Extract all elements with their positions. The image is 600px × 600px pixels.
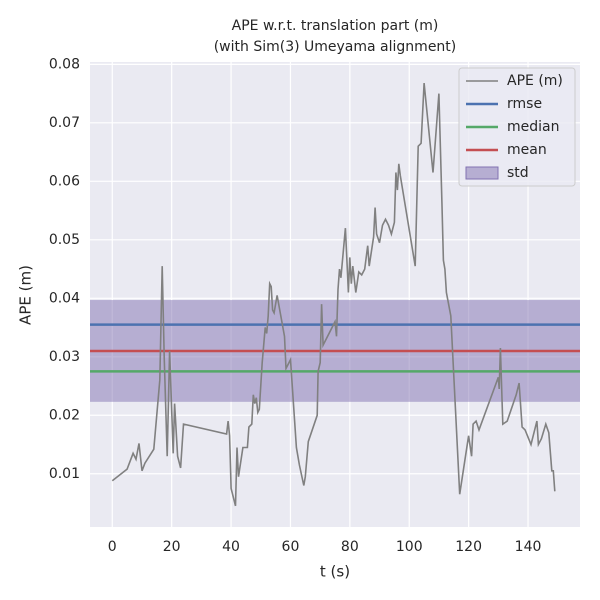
- y-tick-label: 0.05: [49, 232, 80, 248]
- y-tick-label: 0.08: [49, 56, 80, 72]
- legend-swatch: [465, 166, 499, 180]
- legend-label: APE (m): [507, 73, 563, 89]
- y-tick-label: 0.01: [49, 466, 80, 482]
- y-tick-label: 0.03: [49, 349, 80, 365]
- y-tick-label: 0.06: [49, 173, 80, 189]
- chart-subtitle: (with Sim(3) Umeyama alignment): [214, 39, 457, 55]
- ape-line: [111, 83, 556, 507]
- x-tick-label: 120: [455, 539, 482, 555]
- x-tick-label: 80: [341, 539, 359, 555]
- x-axis-label: t (s): [320, 563, 350, 581]
- y-tick-label: 0.02: [49, 407, 80, 423]
- x-tick-label: 140: [515, 539, 542, 555]
- legend-label: mean: [507, 142, 547, 158]
- x-tick-label: 0: [108, 539, 117, 555]
- chart-title: APE w.r.t. translation part (m): [232, 18, 439, 34]
- legend-label: median: [507, 119, 559, 135]
- legend-label: rmse: [507, 96, 542, 112]
- x-tick-label: 100: [396, 539, 423, 555]
- x-tick-label: 60: [282, 539, 300, 555]
- legend-box: [458, 67, 576, 187]
- y-tick-label: 0.04: [49, 290, 80, 306]
- x-tick-label: 40: [222, 539, 240, 555]
- y-tick-label: 0.07: [49, 115, 80, 131]
- x-tick-label: 20: [163, 539, 181, 555]
- y-axis-label: APE (m): [17, 265, 35, 325]
- legend-label: std: [507, 165, 529, 181]
